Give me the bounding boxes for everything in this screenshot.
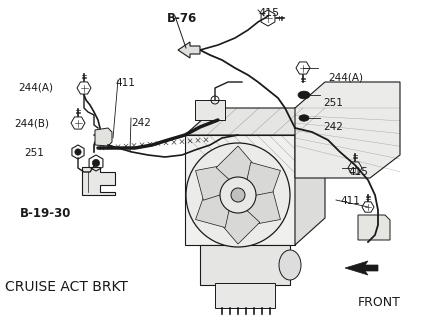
Text: B-76: B-76 [167, 12, 197, 25]
Text: 415: 415 [258, 8, 279, 18]
FancyBboxPatch shape [200, 245, 290, 285]
Text: 244(A): 244(A) [18, 82, 53, 92]
Text: 251: 251 [24, 148, 44, 158]
Polygon shape [295, 108, 325, 245]
Circle shape [186, 143, 290, 247]
Polygon shape [82, 167, 115, 195]
Polygon shape [178, 42, 200, 58]
Ellipse shape [279, 250, 301, 280]
Text: 411: 411 [115, 78, 135, 88]
Polygon shape [247, 163, 280, 195]
Polygon shape [195, 166, 229, 200]
Polygon shape [358, 215, 390, 240]
Text: CRUISE ACT BRKT: CRUISE ACT BRKT [5, 280, 128, 294]
Circle shape [231, 188, 245, 202]
Polygon shape [216, 146, 253, 180]
Circle shape [220, 177, 256, 213]
FancyBboxPatch shape [195, 100, 225, 120]
FancyBboxPatch shape [215, 283, 275, 308]
Polygon shape [185, 108, 325, 135]
Polygon shape [295, 82, 400, 178]
Polygon shape [185, 135, 295, 245]
Text: 411: 411 [340, 196, 360, 206]
Polygon shape [247, 190, 280, 224]
Circle shape [92, 159, 100, 167]
Circle shape [75, 149, 81, 155]
Ellipse shape [298, 91, 310, 99]
Polygon shape [95, 128, 112, 146]
Text: 415: 415 [348, 167, 368, 177]
Polygon shape [345, 261, 378, 275]
Text: 251: 251 [323, 98, 343, 108]
Ellipse shape [299, 115, 309, 121]
Text: 242: 242 [131, 118, 151, 128]
Text: 244(B): 244(B) [14, 118, 49, 128]
Text: B-19-30: B-19-30 [20, 207, 71, 220]
Polygon shape [223, 211, 260, 244]
Text: FRONT: FRONT [358, 296, 401, 309]
Polygon shape [195, 195, 229, 228]
Text: 242: 242 [323, 122, 343, 132]
Text: 244(A): 244(A) [328, 72, 363, 82]
